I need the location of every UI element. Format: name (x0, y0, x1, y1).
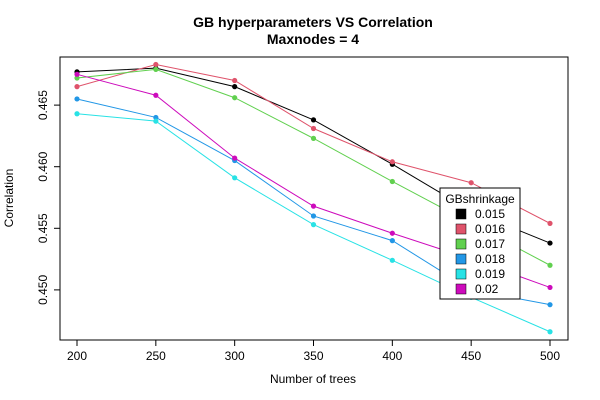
y-tick-label: 0.450 (36, 275, 50, 305)
y-tick-label: 0.455 (36, 213, 50, 243)
legend-entry: 0.017 (475, 237, 505, 251)
data-point (153, 92, 159, 98)
data-point (389, 178, 395, 185)
series-0.016 (74, 61, 553, 226)
legend-box (439, 187, 521, 300)
legend-entry: 0.015 (475, 207, 505, 221)
y-tick-label: 0.460 (36, 151, 50, 181)
x-tick-label: 500 (540, 349, 560, 363)
data-point (153, 66, 159, 72)
data-point (232, 175, 238, 181)
legend-entry: 0.016 (475, 222, 505, 236)
y-axis-label: Correlation (2, 169, 16, 228)
y-axis: 0.450 0.455 0.460 0.465 (36, 90, 60, 305)
data-point (310, 222, 317, 228)
data-point (310, 125, 317, 132)
x-axis-label: Number of trees (270, 372, 356, 386)
data-point (547, 302, 553, 308)
legend: GBshrinkage 0.0150.0160.0170.0180.0190.0… (439, 187, 521, 300)
data-point (547, 220, 553, 226)
data-point (232, 155, 238, 161)
data-point (389, 159, 395, 165)
data-point (389, 230, 395, 236)
data-point (74, 96, 80, 102)
data-point (74, 71, 80, 77)
data-point (232, 95, 238, 101)
data-point (232, 77, 238, 84)
x-tick-label: 300 (225, 349, 245, 363)
legend-swatch (455, 283, 467, 295)
data-point (310, 213, 317, 219)
x-axis: 200 250 300 350 400 450 500 (67, 340, 560, 363)
data-point (547, 329, 553, 335)
legend-entry: 0.018 (475, 252, 505, 266)
data-point (547, 262, 553, 268)
legend-swatch (455, 268, 467, 280)
legend-swatch (455, 208, 467, 220)
data-point (74, 75, 80, 81)
x-tick-label: 250 (146, 349, 166, 363)
data-point (389, 238, 395, 244)
data-point (153, 114, 159, 121)
data-point (310, 135, 317, 141)
x-tick-label: 350 (303, 349, 323, 363)
chart-subtitle: Maxnodes = 4 (267, 31, 359, 47)
data-point (74, 84, 80, 90)
data-point (153, 118, 159, 124)
data-point (310, 203, 317, 209)
x-tick-label: 200 (67, 349, 87, 363)
legend-swatch (455, 253, 467, 265)
legend-swatch (455, 223, 467, 235)
legend-entry: 0.02 (475, 282, 499, 296)
chart-title: GB hyperparameters VS Correlation (193, 14, 433, 30)
data-point (389, 257, 395, 263)
legend-swatch (455, 238, 467, 250)
data-point (232, 84, 238, 90)
x-tick-label: 450 (461, 349, 481, 363)
legend-entry: 0.019 (475, 267, 505, 281)
legend-title: GBshrinkage (445, 192, 515, 206)
data-point (547, 284, 553, 291)
x-tick-label: 400 (382, 349, 402, 363)
data-point (468, 180, 474, 186)
data-point (153, 61, 159, 68)
data-point (310, 117, 317, 123)
data-point (74, 111, 80, 117)
data-point (547, 240, 553, 246)
y-tick-label: 0.465 (36, 90, 50, 120)
